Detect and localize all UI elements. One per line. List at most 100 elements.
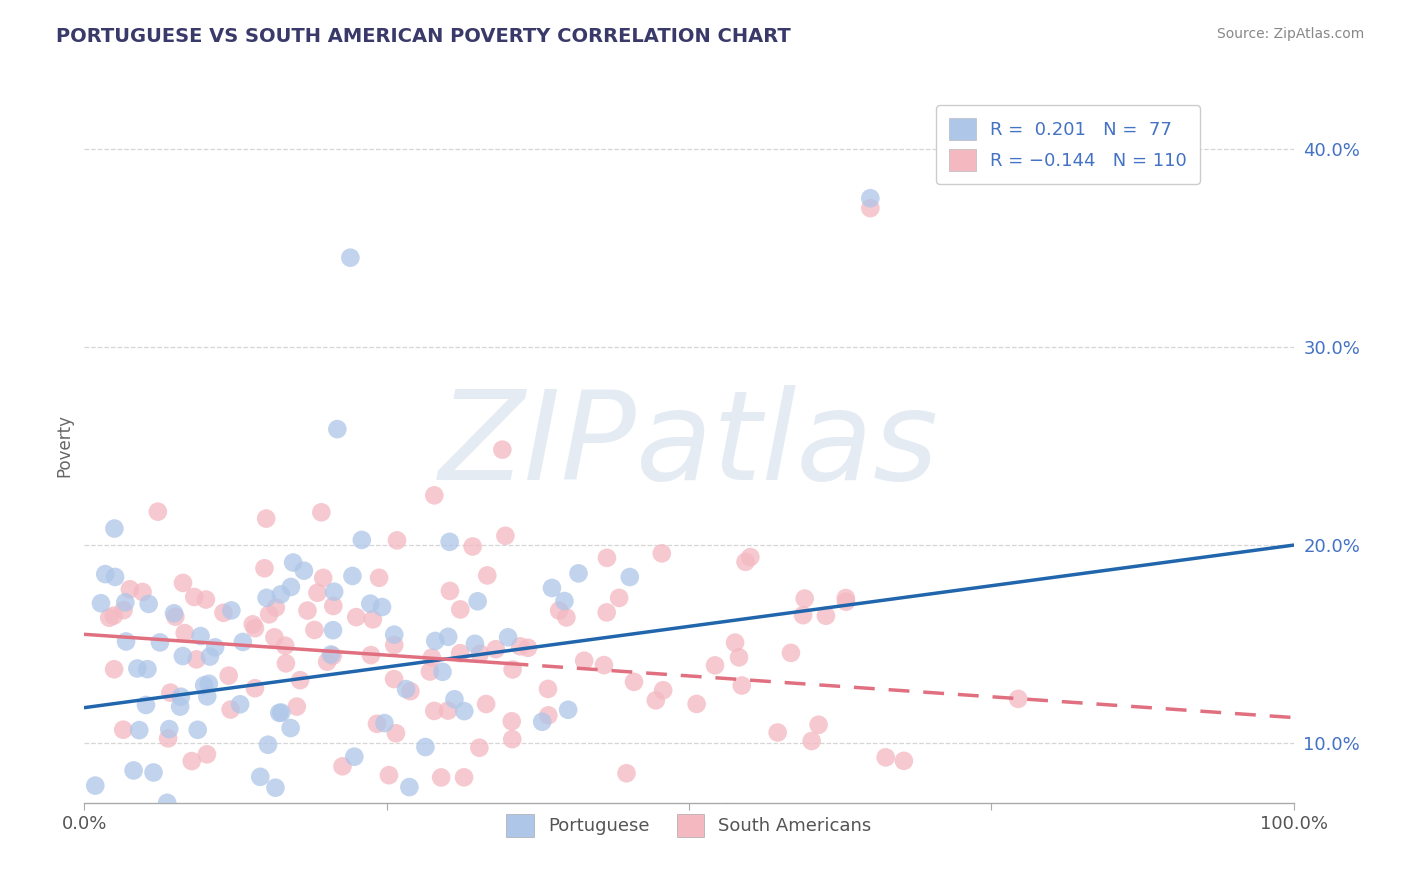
Point <box>79 835 101 849</box>
Point <box>724 635 747 649</box>
Point <box>114 595 136 609</box>
Point <box>257 738 280 752</box>
Point <box>378 768 401 782</box>
Point <box>531 714 554 729</box>
Point <box>382 628 405 642</box>
Point <box>221 603 243 617</box>
Point <box>509 640 531 654</box>
Point <box>477 568 499 582</box>
Point <box>146 505 169 519</box>
Point <box>780 646 803 660</box>
Point <box>270 706 292 720</box>
Point <box>800 734 823 748</box>
Point <box>163 607 186 621</box>
Point <box>242 617 264 632</box>
Point <box>419 665 441 679</box>
Point <box>292 564 315 578</box>
Point <box>553 594 575 608</box>
Point <box>415 739 437 754</box>
Point <box>359 597 381 611</box>
Point <box>437 630 460 644</box>
Point <box>249 770 271 784</box>
Point <box>595 606 617 620</box>
Point <box>449 646 471 660</box>
Point <box>180 754 202 768</box>
Point <box>893 754 915 768</box>
Point <box>398 780 420 794</box>
Point <box>169 699 191 714</box>
Point <box>165 609 187 624</box>
Point <box>430 771 453 785</box>
Point <box>619 570 641 584</box>
Point <box>616 766 638 780</box>
Point <box>104 570 127 584</box>
Point <box>485 642 508 657</box>
Point <box>859 191 882 205</box>
Point <box>157 731 180 746</box>
Point <box>112 603 135 617</box>
Point <box>270 587 292 601</box>
Point <box>344 610 367 624</box>
Point <box>766 725 789 739</box>
Point <box>464 637 486 651</box>
Point <box>395 682 418 697</box>
Point <box>593 658 616 673</box>
Point <box>194 592 217 607</box>
Point <box>322 623 344 637</box>
Point <box>453 770 475 784</box>
Point <box>461 540 484 554</box>
Point <box>368 571 391 585</box>
Point <box>165 835 187 849</box>
Point <box>366 716 388 731</box>
Point <box>90 596 112 610</box>
Point <box>159 685 181 699</box>
Point <box>537 681 560 696</box>
Point <box>186 652 208 666</box>
Point <box>103 522 125 536</box>
Point <box>439 583 461 598</box>
Point <box>453 704 475 718</box>
Point <box>311 505 333 519</box>
Point <box>232 635 254 649</box>
Point <box>704 658 727 673</box>
Text: ZIPatlas: ZIPatlas <box>439 385 939 507</box>
Point <box>169 835 191 849</box>
Point <box>439 534 461 549</box>
Point <box>283 556 305 570</box>
Point <box>187 723 209 737</box>
Point <box>716 805 738 819</box>
Point <box>269 706 291 720</box>
Point <box>382 638 405 652</box>
Point <box>256 591 278 605</box>
Text: PORTUGUESE VS SOUTH AMERICAN POVERTY CORRELATION CHART: PORTUGUESE VS SOUTH AMERICAN POVERTY COR… <box>56 27 792 45</box>
Point <box>496 630 519 644</box>
Point <box>502 663 524 677</box>
Point <box>198 649 221 664</box>
Point <box>350 533 373 547</box>
Point <box>264 600 287 615</box>
Point <box>304 623 326 637</box>
Point <box>288 673 311 688</box>
Point <box>229 698 252 712</box>
Point <box>423 488 446 502</box>
Point <box>156 796 179 810</box>
Y-axis label: Poverty: Poverty <box>55 415 73 477</box>
Point <box>243 681 266 696</box>
Point <box>859 201 882 215</box>
Point <box>491 442 513 457</box>
Point <box>468 647 491 661</box>
Point <box>127 661 149 675</box>
Point <box>322 648 344 663</box>
Point <box>307 586 329 600</box>
Point <box>136 662 159 676</box>
Point <box>385 533 408 548</box>
Point <box>198 677 221 691</box>
Point <box>373 716 395 731</box>
Point <box>501 714 523 729</box>
Point <box>195 747 218 762</box>
Point <box>297 603 319 617</box>
Point <box>103 662 125 676</box>
Point <box>149 635 172 649</box>
Point <box>142 765 165 780</box>
Point <box>98 611 121 625</box>
